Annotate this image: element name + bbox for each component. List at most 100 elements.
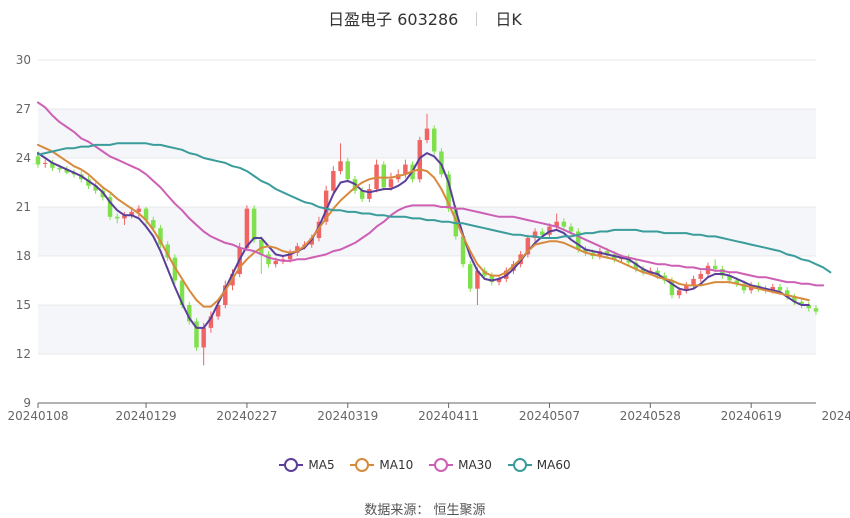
candle-body [568, 226, 574, 232]
legend-item-ma30[interactable]: MA30 [429, 458, 492, 472]
x-tick-label: 20240319 [317, 409, 378, 423]
candle-body [424, 128, 430, 141]
candle-body [576, 231, 581, 250]
legend-label: MA5 [308, 458, 335, 472]
candle [475, 267, 480, 305]
candle-body [799, 301, 804, 305]
candle [698, 270, 703, 283]
candle [439, 148, 444, 178]
y-tick-label: 27 [16, 102, 31, 116]
candle-body [122, 215, 127, 219]
candle-body [323, 190, 329, 222]
y-tick-label: 18 [16, 249, 31, 263]
candle [720, 265, 725, 279]
candle-body [475, 270, 480, 289]
candle-body [784, 290, 790, 297]
candle-body [431, 128, 437, 152]
candle-body [35, 156, 41, 165]
candle [467, 260, 473, 292]
candle-body [273, 260, 278, 265]
candle [388, 172, 394, 191]
legend-item-ma60[interactable]: MA60 [507, 458, 571, 472]
ma10-swatch-icon [350, 458, 375, 472]
candle [208, 311, 214, 333]
candle-body [446, 174, 451, 209]
ma60-line [37, 142, 832, 274]
candle [345, 158, 350, 183]
candle [806, 301, 812, 312]
candle-body [540, 231, 545, 235]
candle-body [381, 164, 387, 188]
candle [266, 251, 271, 268]
candle [813, 305, 819, 315]
x-tick-label: 20240507 [519, 409, 580, 423]
candle [684, 282, 689, 294]
candle-body [583, 249, 588, 253]
candle-body [403, 164, 408, 175]
candle-body [194, 321, 199, 348]
candle [511, 260, 516, 274]
x-tick-label: 20240709 [821, 409, 850, 423]
legend-item-ma5[interactable]: MA5 [279, 458, 335, 472]
candle-body [691, 278, 696, 286]
candle-body [338, 161, 343, 172]
y-tick-label: 21 [16, 200, 31, 214]
candle-body [187, 305, 192, 322]
candle [496, 275, 502, 286]
candle-body [93, 185, 98, 191]
candle [489, 272, 495, 286]
legend: MA5 MA10 MA30 MA60 [0, 458, 850, 475]
candle [525, 234, 531, 258]
candle-body [331, 171, 336, 191]
candle [799, 298, 804, 309]
candle-body [143, 208, 149, 221]
candle [374, 159, 379, 193]
candle-body [813, 308, 819, 312]
x-tick-label: 20240227 [216, 409, 277, 423]
x-tick-label: 20240129 [116, 409, 177, 423]
legend-item-ma10[interactable]: MA10 [350, 458, 413, 472]
candle-body [741, 283, 747, 291]
candle-body [115, 216, 120, 219]
candle [201, 322, 206, 366]
candle-body [460, 236, 466, 265]
candle [338, 143, 343, 175]
y-tick-label: 24 [16, 151, 31, 165]
candle-body [734, 280, 739, 284]
y-tick-label: 30 [16, 53, 31, 67]
candle-body [64, 169, 70, 173]
candle-body [201, 327, 206, 348]
ma30-line [37, 101, 825, 287]
candle-body [467, 264, 473, 289]
candle-body [158, 228, 163, 245]
candle-body [50, 162, 55, 168]
ma5-swatch-icon [279, 458, 304, 472]
y-tick-label: 9 [23, 396, 31, 410]
candle-body [388, 179, 394, 188]
candle-body [669, 280, 675, 296]
candle [244, 205, 250, 252]
candle [143, 207, 149, 225]
ma10-line [37, 143, 810, 308]
candle-body [316, 221, 322, 239]
legend-label: MA10 [379, 458, 414, 472]
candle-body [676, 290, 682, 296]
candle [792, 293, 797, 305]
candle [187, 301, 192, 325]
candle-body [792, 296, 797, 302]
candle-body [287, 252, 293, 260]
candle [86, 175, 91, 190]
candle [583, 246, 588, 256]
candle-body [554, 221, 559, 227]
candle-body [684, 285, 689, 291]
candle-body [770, 287, 776, 291]
candle-body [633, 262, 639, 270]
y-tick-label: 12 [16, 347, 31, 361]
candle-body [489, 275, 495, 283]
candle-body [727, 275, 732, 281]
candle-body [367, 189, 372, 199]
candle [460, 233, 466, 268]
candle-body [359, 190, 365, 199]
candle [107, 193, 113, 221]
